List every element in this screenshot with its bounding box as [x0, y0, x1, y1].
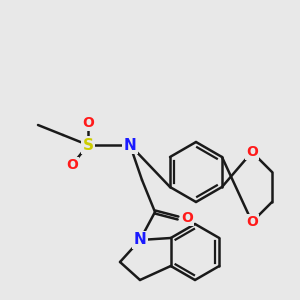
Text: O: O	[246, 145, 258, 159]
Text: O: O	[82, 116, 94, 130]
Text: N: N	[134, 232, 146, 247]
Text: S: S	[82, 137, 94, 152]
Text: O: O	[66, 158, 78, 172]
Text: N: N	[124, 137, 136, 152]
Text: O: O	[246, 215, 258, 229]
Text: O: O	[181, 211, 193, 225]
